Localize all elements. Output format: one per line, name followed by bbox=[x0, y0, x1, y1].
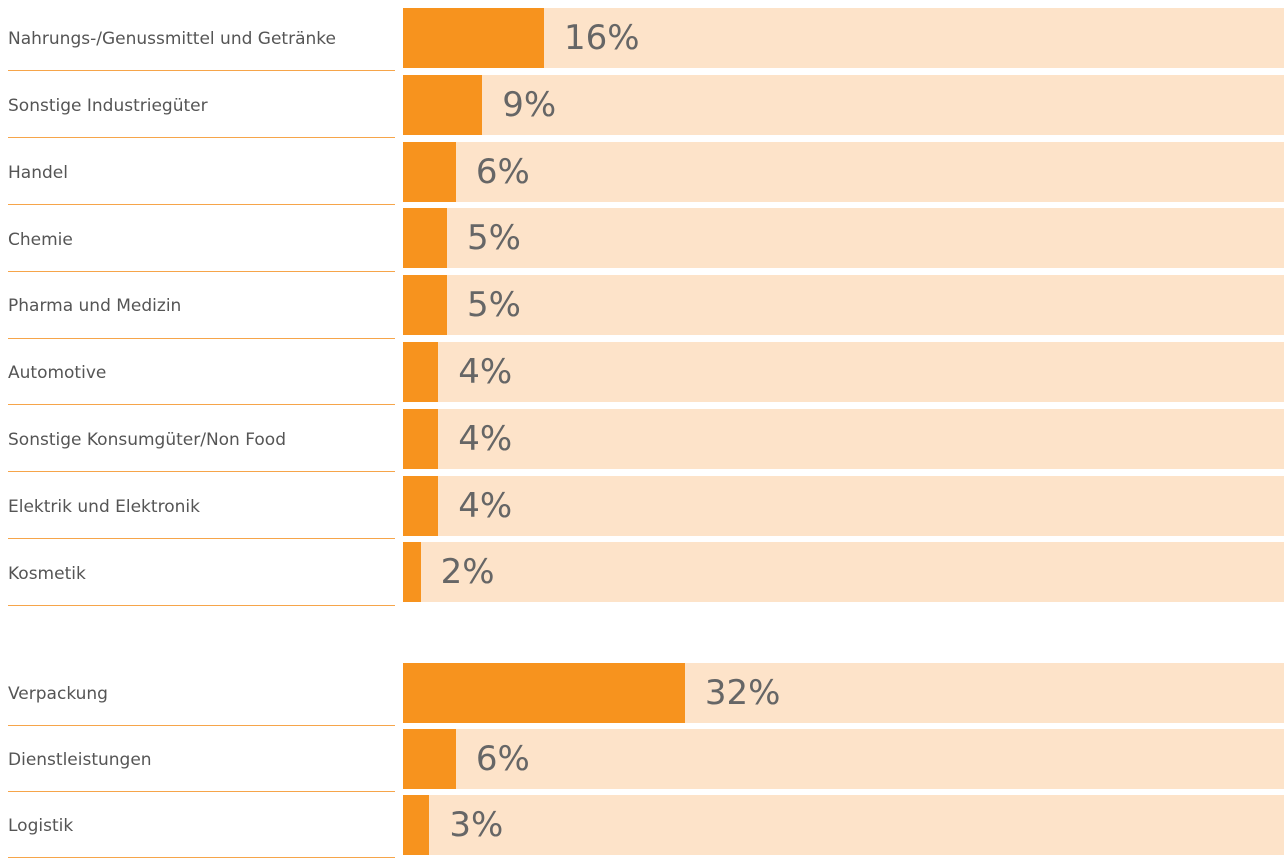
category-label: Dienstleistungen bbox=[8, 729, 395, 793]
bar-track: 6% bbox=[403, 729, 1284, 790]
bar-row: Logistik 3% bbox=[0, 795, 1287, 858]
bar-track: 4% bbox=[403, 342, 1284, 402]
bar-track: 4% bbox=[403, 408, 1284, 469]
category-label: Automotive bbox=[8, 342, 395, 406]
bar-fill bbox=[403, 342, 439, 402]
value-label: 4% bbox=[458, 418, 513, 459]
value-label: 6% bbox=[475, 151, 530, 192]
bar-fill bbox=[403, 663, 685, 723]
bar-row: Kosmetik 2% bbox=[0, 542, 1287, 606]
category-label: Sonstige Industriegüter bbox=[8, 75, 395, 139]
bar-row: Handel 6% bbox=[0, 141, 1287, 205]
category-label: Kosmetik bbox=[8, 542, 395, 606]
bar-row: Sonstige Konsumgüter/Non Food 4% bbox=[0, 408, 1287, 473]
category-label: Sonstige Konsumgüter/Non Food bbox=[8, 409, 395, 473]
bar-row: Chemie 5% bbox=[0, 208, 1287, 272]
bar-row: Sonstige Industriegüter 9% bbox=[0, 74, 1287, 139]
value-label: 4% bbox=[458, 352, 513, 392]
value-label: 3% bbox=[449, 805, 504, 846]
bar-fill bbox=[403, 74, 483, 135]
bar-row: Automotive 4% bbox=[0, 342, 1287, 406]
bar-fill bbox=[403, 408, 439, 469]
bar-fill bbox=[403, 795, 430, 856]
bar-row: Verpackung 32% bbox=[0, 663, 1287, 727]
bar-row: Pharma und Medizin 5% bbox=[0, 275, 1287, 339]
bar-fill bbox=[403, 8, 544, 68]
value-label: 5% bbox=[467, 285, 521, 326]
bar-fill bbox=[403, 141, 456, 202]
bar-track: 16% bbox=[403, 8, 1284, 68]
value-label: 6% bbox=[475, 739, 530, 780]
value-label: 4% bbox=[458, 485, 513, 526]
bar-fill bbox=[403, 475, 439, 536]
bar-row: Nahrungs-/Genussmittel und Getränke 16% bbox=[0, 8, 1287, 72]
bar-track: 5% bbox=[403, 275, 1284, 336]
category-label: Pharma und Medizin bbox=[8, 275, 395, 339]
value-label: 2% bbox=[440, 552, 495, 593]
category-label: Elektrik und Elektronik bbox=[8, 476, 395, 539]
bar-fill bbox=[403, 208, 448, 269]
category-label: Verpackung bbox=[8, 663, 395, 727]
value-label: 9% bbox=[502, 84, 557, 125]
bar-track: 5% bbox=[403, 208, 1284, 269]
bar-track: 9% bbox=[403, 74, 1284, 135]
bar-track: 32% bbox=[403, 663, 1284, 723]
bar-fill bbox=[403, 275, 448, 336]
bar-row: Dienstleistungen 6% bbox=[0, 729, 1287, 793]
bar-row: Elektrik und Elektronik 4% bbox=[0, 475, 1287, 539]
bar-track: 6% bbox=[403, 141, 1284, 202]
bar-track: 3% bbox=[403, 795, 1284, 856]
category-label: Logistik bbox=[8, 795, 395, 858]
bar-fill bbox=[403, 542, 421, 603]
bar-track: 2% bbox=[403, 542, 1284, 603]
category-label: Chemie bbox=[8, 208, 395, 272]
category-label: Nahrungs-/Genussmittel und Getränke bbox=[8, 8, 395, 72]
value-label: 5% bbox=[467, 218, 521, 259]
bar-track: 4% bbox=[403, 475, 1284, 536]
category-label: Handel bbox=[8, 142, 395, 205]
bar-fill bbox=[403, 729, 456, 790]
value-label: 16% bbox=[563, 18, 640, 58]
value-label: 32% bbox=[704, 673, 781, 713]
